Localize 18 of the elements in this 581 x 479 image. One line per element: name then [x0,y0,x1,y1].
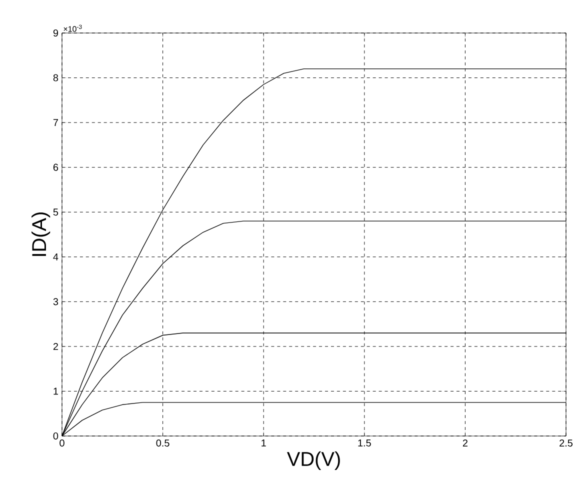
y-tick-label: 6 [53,164,58,171]
x-tick-label: 1 [262,440,266,446]
y-tick-label: 9 [53,29,58,37]
x-tick-label: 1.5 [358,440,371,446]
y-tick-label: 3 [53,298,58,306]
x-tick-label: 0 [60,440,64,447]
y-tick-label: 4 [53,253,58,260]
y-tick-label: 7 [53,119,58,126]
x-tick-label: 0.5 [156,440,170,447]
x-tick-label: 2.5 [560,440,573,447]
y-tick-label: 0 [53,432,58,440]
y-tick-label: 8 [53,74,58,82]
y-tick-label: 2 [53,342,58,350]
x-axis-title: VD(V) [286,451,340,470]
y-axis-title: ID(A) [32,212,50,256]
x-tick-label: 2 [462,440,468,446]
y-tick-label: 5 [53,208,58,216]
y-tick-label: 1 [54,388,58,395]
